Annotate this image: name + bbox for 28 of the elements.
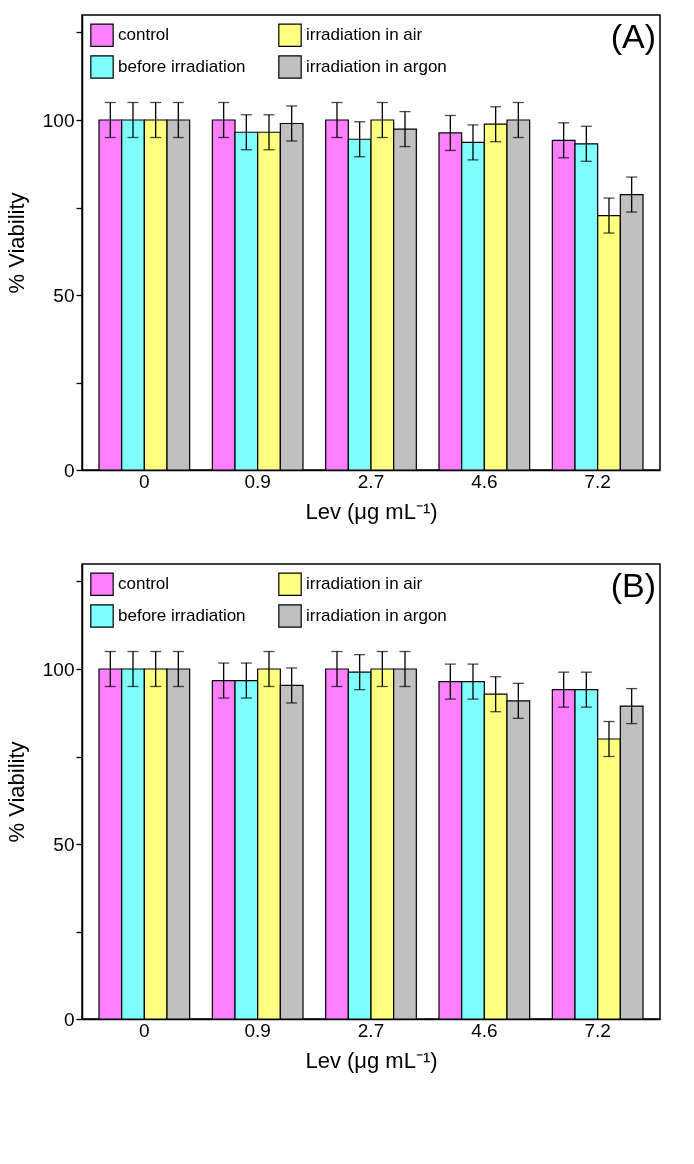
legend-label: before irradiation xyxy=(118,57,246,76)
legend-label: control xyxy=(118,25,170,45)
y-tick-label: 50 xyxy=(53,833,75,855)
legend-label: irradiation in air xyxy=(306,25,423,45)
y-tick-label: 100 xyxy=(42,658,75,680)
legend-label: irradiation in argon xyxy=(306,57,447,76)
legend-label: before irradiation xyxy=(118,606,246,625)
y-tick-label: 50 xyxy=(53,284,75,306)
x-tick-label: 4.6 xyxy=(471,1019,498,1041)
x-tick-label: 0 xyxy=(139,470,150,492)
annotation: (A) xyxy=(610,17,656,55)
x-tick-label: 0.9 xyxy=(244,1019,271,1041)
x-tick-label: 4.6 xyxy=(471,470,498,492)
legend-label: control xyxy=(118,574,170,594)
annotation: (B) xyxy=(610,566,656,604)
y-axis-title: % Viability xyxy=(3,741,29,843)
x-axis-title: Lev (μg mL⁻¹) xyxy=(305,498,438,524)
x-tick-label: 7.2 xyxy=(584,470,611,492)
legend-label: irradiation in argon xyxy=(306,606,447,625)
x-tick-label: 2.7 xyxy=(357,1019,385,1041)
x-tick-label: 0 xyxy=(139,1019,150,1041)
y-axis-title: % Viability xyxy=(3,192,29,294)
x-tick-label: 2.7 xyxy=(357,470,385,492)
legend-label: irradiation in air xyxy=(306,574,423,594)
x-tick-label: 0.9 xyxy=(244,470,271,492)
y-tick-label: 100 xyxy=(42,109,75,131)
x-axis-title: Lev (μg mL⁻¹) xyxy=(305,1047,438,1073)
x-tick-label: 7.2 xyxy=(584,1019,611,1041)
